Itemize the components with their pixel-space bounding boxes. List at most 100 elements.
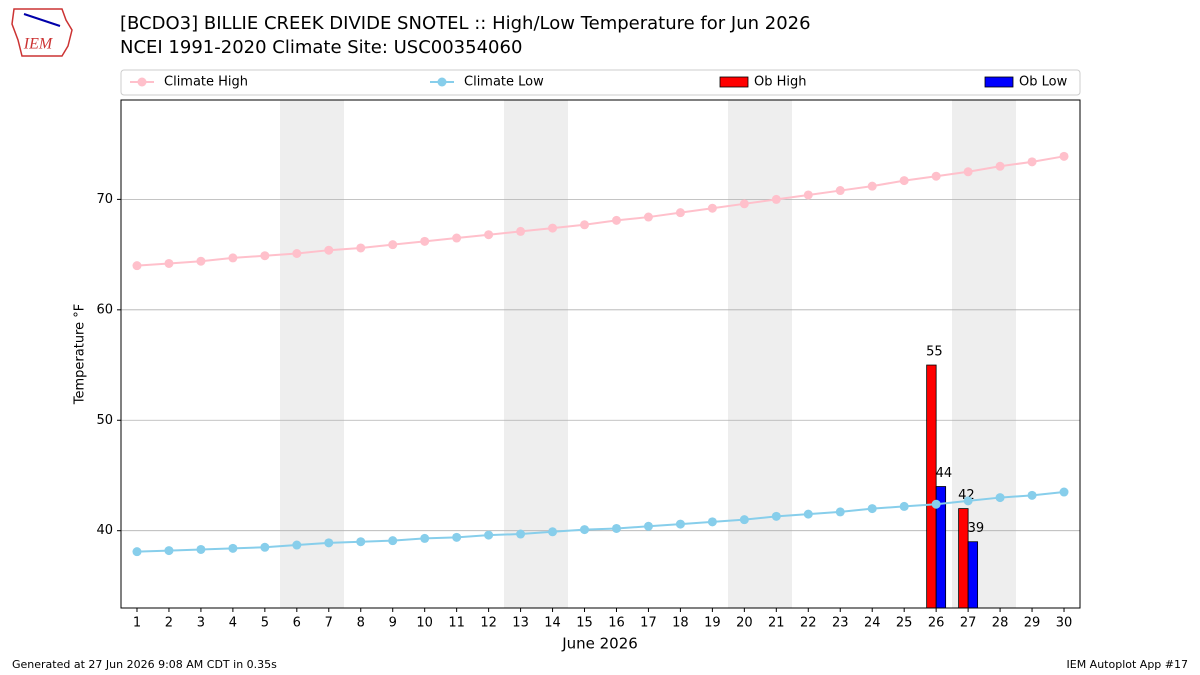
point	[1059, 151, 1069, 161]
point	[228, 543, 238, 553]
x-tick-label: 16	[608, 616, 625, 631]
point	[867, 504, 877, 514]
point	[132, 547, 142, 557]
point	[899, 501, 909, 511]
point	[899, 176, 909, 186]
shade	[504, 100, 568, 608]
point	[1059, 487, 1069, 497]
point	[835, 186, 845, 196]
footer-left: Generated at 27 Jun 2026 9:08 AM CDT in …	[12, 658, 277, 671]
x-tick-label: 12	[480, 616, 497, 631]
point	[580, 220, 590, 230]
shade	[280, 100, 344, 608]
point	[292, 249, 302, 259]
x-tick-label: 26	[928, 616, 945, 631]
point	[739, 199, 749, 209]
point	[132, 261, 142, 271]
point	[324, 538, 334, 548]
x-tick-label: 28	[992, 616, 1009, 631]
x-tick-label: 8	[357, 616, 365, 631]
x-tick-label: 19	[704, 616, 721, 631]
legend-label: Climate Low	[464, 75, 544, 90]
point	[196, 256, 206, 266]
legend-box	[120, 69, 1081, 96]
point	[420, 236, 430, 246]
logo-outline	[11, 8, 73, 57]
line	[136, 491, 1065, 553]
y-tick-label: 50	[96, 413, 113, 428]
data-label: 55	[926, 345, 943, 360]
point	[388, 536, 398, 546]
point	[1027, 157, 1037, 167]
point	[995, 493, 1005, 503]
y-tick-label: 70	[96, 192, 113, 207]
x-tick-label: 2	[165, 616, 173, 631]
point	[675, 519, 685, 529]
point	[292, 540, 302, 550]
point	[420, 533, 430, 543]
point	[452, 532, 462, 542]
y-tick-label: 60	[96, 302, 113, 317]
x-tick-label: 18	[672, 616, 689, 631]
point	[516, 529, 526, 539]
point	[867, 181, 877, 191]
x-tick-label: 29	[1024, 616, 1041, 631]
point	[356, 243, 366, 253]
x-tick-label: 30	[1056, 616, 1073, 631]
logo: IEM	[11, 8, 73, 57]
x-tick-label: 3	[197, 616, 205, 631]
point	[707, 203, 717, 213]
data-label: 39	[968, 521, 985, 536]
point	[963, 496, 973, 506]
x-tick-label: 10	[416, 616, 433, 631]
x-tick-label: 6	[293, 616, 301, 631]
y-tick-label: 40	[96, 523, 113, 538]
point	[484, 230, 494, 240]
x-tick-label: 5	[261, 616, 269, 631]
point	[771, 511, 781, 521]
x-tick-label: 17	[640, 616, 657, 631]
point	[516, 226, 526, 236]
point	[707, 517, 717, 527]
x-tick-label: 24	[864, 616, 881, 631]
logo-text: IEM	[23, 36, 54, 53]
legend-label: Ob High	[754, 75, 807, 90]
bar	[926, 364, 937, 609]
legend-swatch	[137, 77, 147, 87]
point	[643, 521, 653, 531]
data-label: 44	[936, 466, 953, 481]
point	[995, 161, 1005, 171]
legend-label: Ob Low	[1019, 75, 1068, 90]
x-tick-label: 1	[133, 616, 141, 631]
point	[835, 507, 845, 517]
point	[931, 171, 941, 181]
point	[388, 240, 398, 250]
point	[675, 208, 685, 218]
y-axis-label: Temperature °F	[73, 304, 88, 405]
x-tick-label: 4	[229, 616, 237, 631]
x-axis-label: June 2026	[561, 635, 638, 653]
point	[548, 223, 558, 233]
point	[803, 509, 813, 519]
point	[739, 515, 749, 525]
shade	[728, 100, 792, 608]
legend-swatch	[719, 76, 749, 88]
legend-swatch	[984, 76, 1014, 88]
x-tick-label: 25	[896, 616, 913, 631]
x-tick-label: 14	[544, 616, 561, 631]
x-tick-label: 11	[448, 616, 465, 631]
point	[356, 537, 366, 547]
point	[260, 542, 270, 552]
point	[1027, 490, 1037, 500]
point	[164, 258, 174, 268]
x-tick-label: 15	[576, 616, 593, 631]
legend-label: Climate High	[164, 75, 248, 90]
point	[324, 245, 334, 255]
point	[611, 523, 621, 533]
point	[484, 530, 494, 540]
point	[803, 190, 813, 200]
logo-mark	[23, 13, 61, 27]
line	[136, 155, 1065, 267]
point	[196, 544, 206, 554]
